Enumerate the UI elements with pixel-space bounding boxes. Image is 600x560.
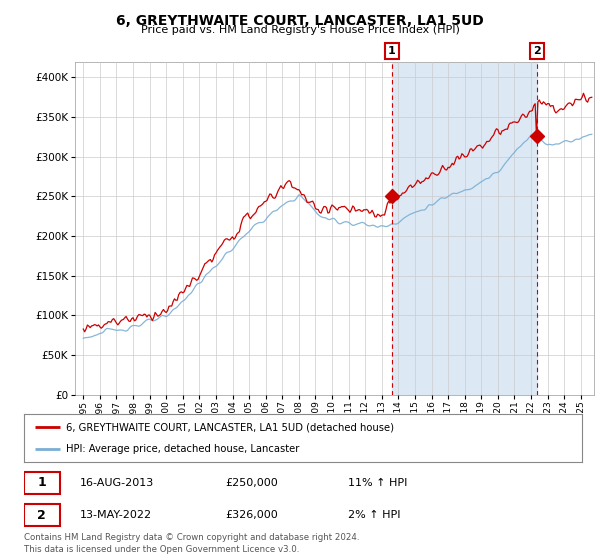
Text: £250,000: £250,000	[225, 478, 278, 488]
Bar	[392, 62, 537, 395]
Text: £326,000: £326,000	[225, 510, 278, 520]
Text: 2: 2	[533, 46, 541, 56]
FancyBboxPatch shape	[24, 504, 60, 526]
Text: 13-MAY-2022: 13-MAY-2022	[80, 510, 152, 520]
Text: HPI: Average price, detached house, Lancaster: HPI: Average price, detached house, Lanc…	[66, 444, 299, 454]
Text: 1: 1	[388, 46, 396, 56]
Text: 11% ↑ HPI: 11% ↑ HPI	[347, 478, 407, 488]
Text: 6, GREYTHWAITE COURT, LANCASTER, LA1 5UD: 6, GREYTHWAITE COURT, LANCASTER, LA1 5UD	[116, 14, 484, 28]
Text: Price paid vs. HM Land Registry's House Price Index (HPI): Price paid vs. HM Land Registry's House …	[140, 25, 460, 35]
FancyBboxPatch shape	[24, 472, 60, 494]
Text: Contains HM Land Registry data © Crown copyright and database right 2024.
This d: Contains HM Land Registry data © Crown c…	[24, 533, 359, 554]
Text: 1: 1	[37, 477, 46, 489]
Text: 2% ↑ HPI: 2% ↑ HPI	[347, 510, 400, 520]
Text: 2: 2	[37, 508, 46, 521]
Text: 16-AUG-2013: 16-AUG-2013	[80, 478, 154, 488]
Text: 6, GREYTHWAITE COURT, LANCASTER, LA1 5UD (detached house): 6, GREYTHWAITE COURT, LANCASTER, LA1 5UD…	[66, 422, 394, 432]
